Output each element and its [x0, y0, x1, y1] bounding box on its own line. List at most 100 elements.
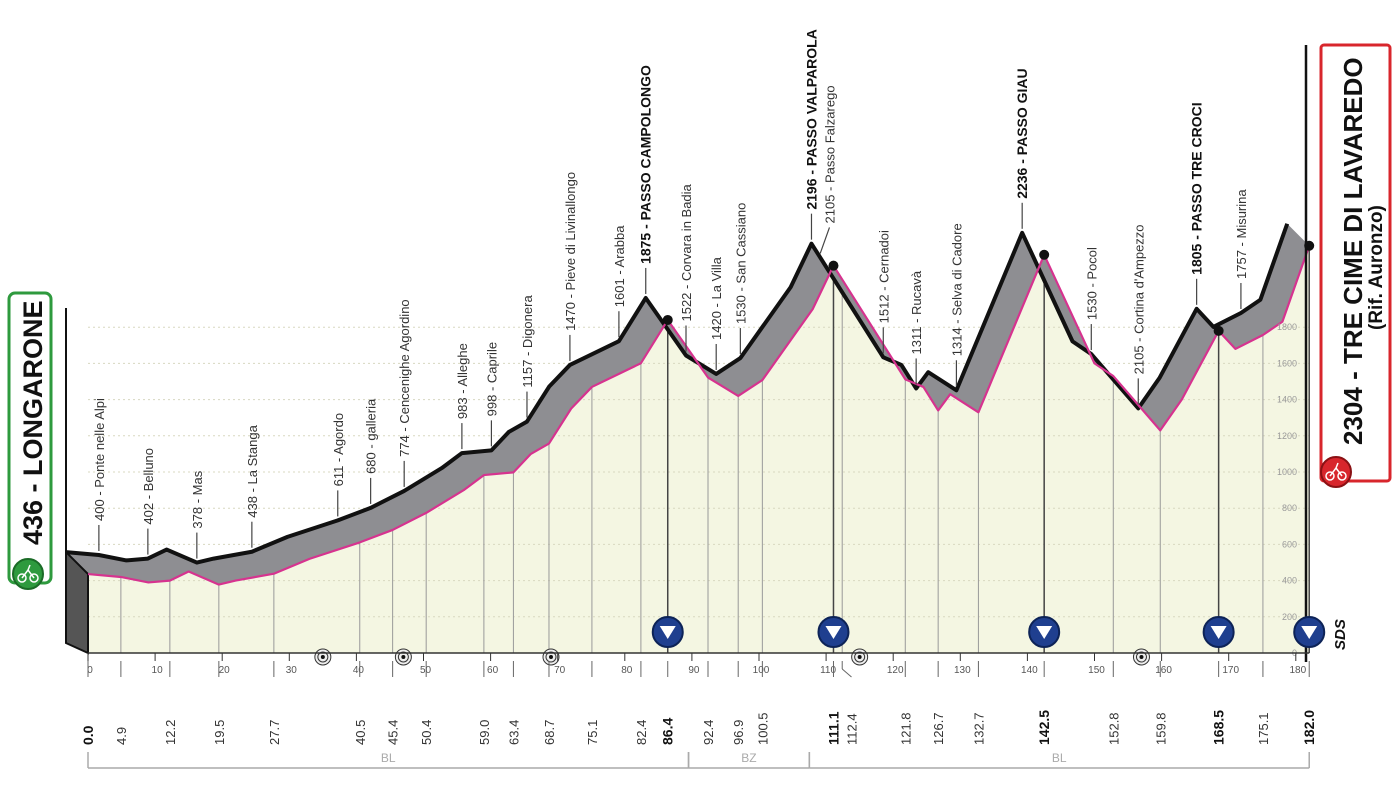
- x-tick-label: 110: [820, 665, 836, 676]
- waypoint-label: 611 - Agordo: [331, 413, 346, 486]
- x-tick-label: 170: [1222, 665, 1239, 676]
- y-tick-label: 400: [1282, 576, 1297, 586]
- waypoint-label: 1420 - La Villa: [709, 256, 724, 340]
- profile-plane: [88, 245, 1310, 653]
- x-tick-label: 30: [286, 665, 298, 676]
- waypoint-km-label: 75.1: [585, 720, 600, 745]
- cyclist-finish-icon: [1320, 456, 1352, 488]
- waypoint-km-label: 0.0: [80, 725, 96, 745]
- waypoint-label: 680 - galleria: [364, 398, 379, 474]
- finish-label-box: 2304 - TRE CIME DI LAVAREDO (Rif. Auronz…: [1319, 43, 1392, 488]
- summit-dot: [1304, 240, 1315, 251]
- x-tick-label: 120: [887, 665, 904, 676]
- waypoint-label: 1875 - PASSO CAMPOLONGO: [638, 65, 654, 264]
- start-label: 436 - LONGARONE: [18, 300, 48, 545]
- waypoint-km-label: 86.4: [660, 718, 676, 745]
- waypoint-label: 1757 - Misurina: [1234, 189, 1249, 279]
- finish-subtitle: (Rif. Auronzo): [1366, 205, 1387, 330]
- x-tick-label: 20: [219, 665, 231, 676]
- waypoint-label: 1805 - PASSO TRE CROCI: [1189, 102, 1205, 274]
- waypoint-km-label: 96.9: [731, 720, 746, 745]
- waypoint-km-label: 100.5: [755, 712, 770, 745]
- x-tick-label: 60: [487, 665, 499, 676]
- waypoint-label: 2236 - PASSO GIAU: [1014, 68, 1030, 198]
- waypoint-km-label: 111.1: [825, 711, 841, 745]
- waypoint-km-label: 159.8: [1153, 712, 1168, 745]
- waypoint-leader-line: [819, 227, 831, 254]
- y-tick-label: 1000: [1277, 467, 1297, 477]
- waypoint-km-label: 68.7: [542, 720, 557, 745]
- waypoint-km-label: 121.8: [898, 712, 913, 745]
- waypoint-label: 1522 - Corvara in Badia: [679, 183, 694, 321]
- province-label: BZ: [741, 751, 756, 765]
- cyclist-start-icon: [12, 558, 44, 590]
- intermediate-marker-icon: [542, 648, 560, 666]
- waypoint-km-label: 92.4: [701, 720, 716, 745]
- waypoint-km-label: 112.4: [844, 713, 859, 745]
- intermediate-marker-icon: [1132, 648, 1150, 666]
- waypoint-label: 1311 - Rucavà: [909, 270, 924, 354]
- waypoint-label: 1314 - Selva di Cadore: [949, 223, 964, 356]
- x-tick-label: 40: [353, 665, 365, 676]
- waypoint-label: 400 - Ponte nelle Alpi: [92, 398, 107, 521]
- finish-label: 2304 - TRE CIME DI LAVAREDO: [1338, 57, 1368, 445]
- waypoint-label: 2196 - PASSO VALPAROLA: [803, 29, 819, 209]
- start-label-box: 436 - LONGARONE: [7, 291, 53, 590]
- waypoint-label: 378 - Mas: [190, 470, 205, 528]
- waypoint-label: 1530 - Pocol: [1084, 247, 1099, 320]
- waypoint-km-label: 40.5: [353, 720, 368, 745]
- waypoint-km-label: 175.1: [1256, 712, 1271, 745]
- waypoint-label: 1601 - Arabba: [612, 225, 627, 307]
- waypoint-km-label: 182.0: [1301, 710, 1317, 745]
- waypoint-km-label: 19.5: [212, 720, 227, 745]
- x-tick-label: 80: [621, 665, 633, 676]
- gpm-marker-icon: [1202, 616, 1235, 648]
- waypoint-km-label: 152.8: [1106, 712, 1121, 745]
- y-tick-label: 800: [1282, 503, 1297, 513]
- waypoint-label: 2105 - Cortina d'Ampezzo: [1131, 224, 1146, 374]
- waypoint-km-label: 142.5: [1036, 710, 1052, 745]
- waypoint-label: 1470 - Pieve di Livinallongo: [563, 172, 578, 331]
- waypoint-km-tick: [841, 668, 852, 678]
- waypoint-km-label: 126.7: [931, 712, 946, 745]
- profile-side-face: [66, 223, 1310, 585]
- intermediate-marker-icon: [851, 648, 869, 666]
- x-tick-label: 180: [1289, 665, 1306, 676]
- waypoint-label: 1157 - Digonera: [520, 295, 535, 388]
- province-label: BL: [1052, 751, 1067, 765]
- waypoint-label: 774 - Cencenighe Agordino: [397, 299, 412, 457]
- gpm-marker-icon: [651, 616, 684, 648]
- waypoint-label: 438 - La Stanga: [245, 424, 260, 517]
- y-tick-label: 600: [1282, 539, 1297, 549]
- x-tick-label: 100: [753, 665, 770, 676]
- x-tick-label: 140: [1021, 665, 1038, 676]
- x-tick-label: 160: [1155, 665, 1172, 676]
- waypoint-label: 1512 - Cernadoi: [876, 230, 891, 323]
- summit-dot: [1213, 325, 1224, 336]
- waypoint-km-label: 45.4: [386, 720, 401, 745]
- intermediate-marker-icon: [394, 648, 412, 666]
- waypoint-label: 402 - Belluno: [141, 448, 156, 525]
- x-tick-label: 130: [954, 665, 971, 676]
- waypoint-km-label: 132.7: [971, 712, 986, 745]
- y-tick-label: 1200: [1277, 431, 1297, 441]
- waypoint-km-label: 168.5: [1211, 710, 1227, 745]
- waypoint-km-label: 59.0: [477, 720, 492, 745]
- waypoint-km-label: 27.7: [267, 720, 282, 745]
- waypoint-label: 1530 - San Cassiano: [733, 203, 748, 324]
- x-tick-label: 10: [152, 665, 164, 676]
- summit-dot: [1039, 249, 1050, 260]
- summit-dot: [828, 260, 839, 271]
- waypoint-km-label: 4.9: [114, 727, 129, 745]
- waypoint-label: 2105 - Passo Falzarego: [822, 85, 837, 223]
- sds-logo: SDS: [1332, 619, 1349, 650]
- waypoint-km-label: 63.4: [506, 720, 521, 745]
- waypoint-km-label: 82.4: [634, 720, 649, 745]
- gpm-marker-icon: [1293, 616, 1326, 648]
- x-tick-label: 70: [554, 665, 566, 676]
- x-tick-label: 150: [1088, 665, 1105, 676]
- intermediate-marker-icon: [314, 648, 332, 666]
- x-tick-label: 0: [87, 665, 93, 676]
- y-tick-label: 1600: [1277, 358, 1297, 368]
